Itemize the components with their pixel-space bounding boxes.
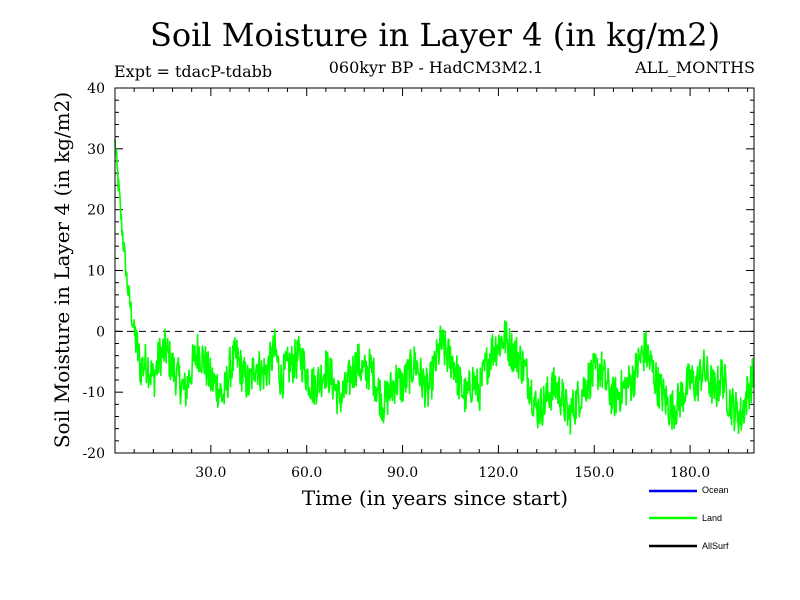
x-tick-label: 90.0 (387, 465, 418, 481)
axis-tick-labels: 40 30 20 10 0 -10 -20 30.0 60.0 90.0 120.0 150.0 180… (82, 81, 710, 481)
legend-land-label: Land (702, 513, 723, 523)
y-tick-label: 0 (96, 324, 105, 340)
y-tick-label: 30 (87, 142, 105, 158)
legend-lines (649, 489, 697, 548)
chart-title: Soil Moisture in Layer 4 (in kg/m2) (149, 16, 721, 54)
legend-ocean-label: Ocean (702, 485, 729, 495)
chart-subtitle: 060kyr BP - HadCM3M2.1 (328, 58, 544, 77)
land-series-line (114, 138, 755, 435)
x-tick-label: 120.0 (478, 465, 518, 481)
y-tick-label: 20 (87, 203, 105, 219)
x-tick-label: 60.0 (291, 465, 322, 481)
experiment-label: Expt = tdacP-tdabb (114, 62, 273, 81)
y-tick-label: 40 (87, 81, 105, 97)
y-tick-label: -10 (82, 385, 105, 401)
y-tick-label: 10 (87, 264, 105, 280)
x-tick-label: 180.0 (670, 465, 710, 481)
x-tick-label: 150.0 (574, 465, 614, 481)
x-tick-label: 30.0 (195, 465, 226, 481)
x-axis-label: Time (in years since start) (301, 486, 569, 510)
period-label: ALL_MONTHS (635, 58, 755, 77)
y-tick-label: -20 (82, 446, 105, 462)
plot-frame (114, 87, 755, 454)
legend-allsurf-label: AllSurf (702, 541, 729, 551)
